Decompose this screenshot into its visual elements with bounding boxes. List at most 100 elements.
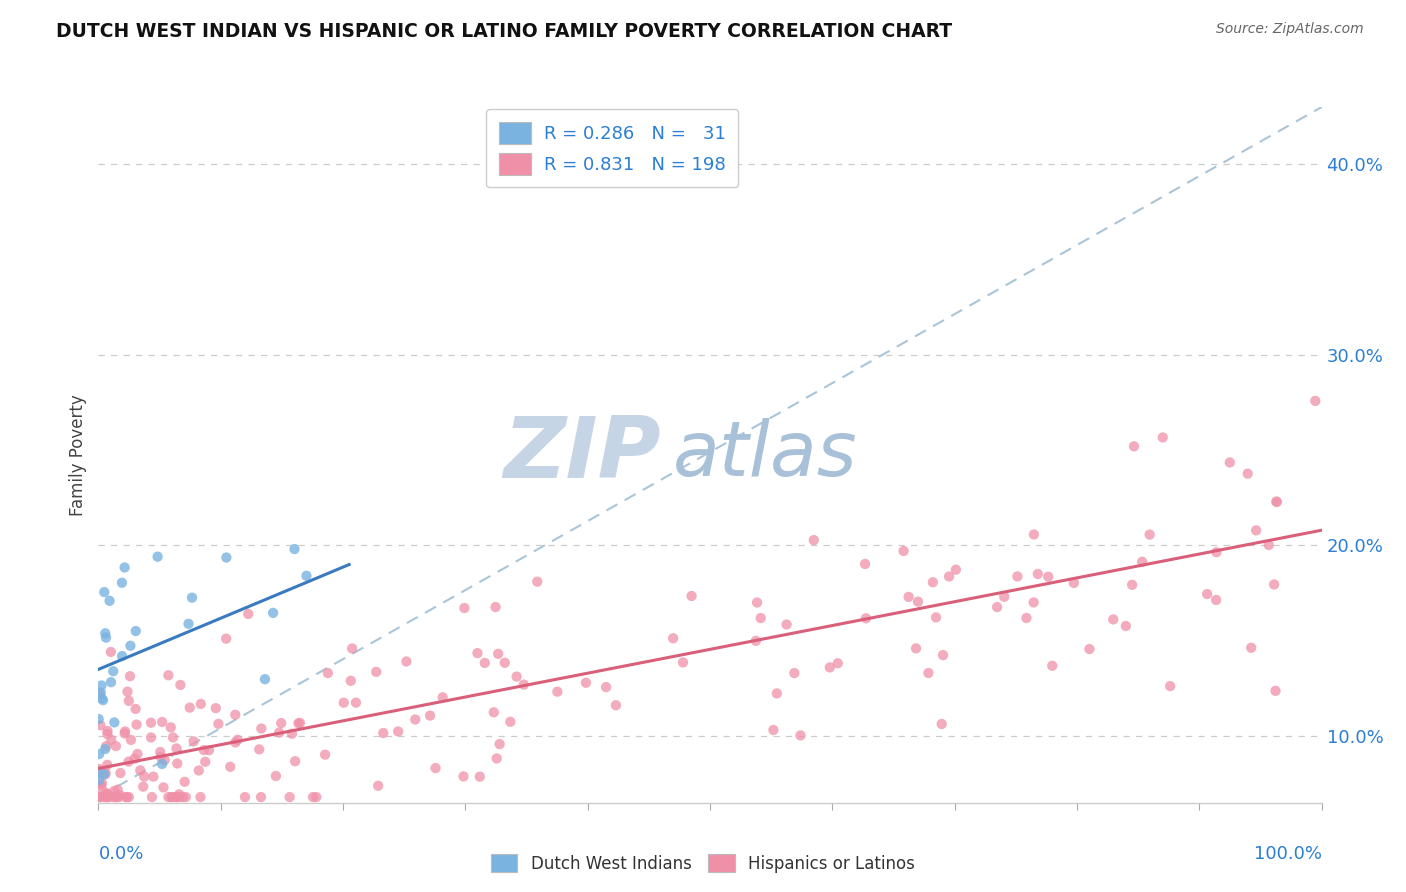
- Point: [575, 675, 598, 690]
- Point: [482, 706, 505, 720]
- Point: [89, 772, 111, 787]
- Point: [827, 657, 849, 671]
- Point: [278, 790, 301, 805]
- Point: [302, 790, 325, 805]
- Point: [111, 575, 134, 590]
- Point: [366, 665, 388, 679]
- Point: [1026, 566, 1049, 581]
- Point: [281, 727, 304, 741]
- Point: [165, 790, 187, 805]
- Point: [287, 716, 309, 731]
- Point: [488, 737, 510, 751]
- Point: [167, 790, 190, 805]
- Point: [745, 595, 768, 609]
- Point: [681, 589, 703, 603]
- Point: [117, 755, 139, 769]
- Point: [1121, 578, 1143, 592]
- Point: [1264, 683, 1286, 698]
- Point: [149, 745, 172, 759]
- Point: [344, 696, 367, 710]
- Point: [141, 790, 163, 805]
- Point: [173, 774, 195, 789]
- Point: [194, 755, 217, 769]
- Point: [93, 767, 115, 781]
- Point: [283, 542, 305, 557]
- Point: [114, 726, 136, 740]
- Point: [494, 656, 516, 670]
- Point: [114, 790, 136, 805]
- Point: [226, 732, 249, 747]
- Point: [546, 684, 568, 698]
- Point: [262, 606, 284, 620]
- Point: [907, 594, 929, 608]
- Point: [986, 600, 1008, 615]
- Point: [855, 611, 877, 625]
- Point: [169, 678, 191, 692]
- Point: [90, 776, 112, 790]
- Point: [90, 685, 112, 699]
- Point: [190, 697, 212, 711]
- Point: [179, 700, 201, 714]
- Point: [162, 731, 184, 745]
- Point: [1115, 619, 1137, 633]
- Point: [250, 722, 273, 736]
- Point: [90, 764, 112, 778]
- Point: [94, 787, 117, 801]
- Point: [90, 678, 112, 692]
- Point: [150, 757, 173, 772]
- Point: [96, 757, 118, 772]
- Point: [157, 790, 180, 805]
- Point: [395, 655, 418, 669]
- Point: [340, 641, 363, 656]
- Point: [103, 715, 125, 730]
- Point: [1219, 455, 1241, 469]
- Point: [204, 701, 226, 715]
- Point: [219, 760, 242, 774]
- Point: [486, 647, 509, 661]
- Point: [110, 766, 132, 780]
- Point: [152, 780, 174, 795]
- Y-axis label: Family Poverty: Family Poverty: [69, 394, 87, 516]
- Point: [91, 693, 114, 707]
- Point: [253, 672, 276, 686]
- Point: [174, 790, 197, 805]
- Point: [672, 656, 695, 670]
- Point: [89, 790, 111, 805]
- Point: [264, 769, 287, 783]
- Point: [1303, 393, 1326, 408]
- Point: [98, 594, 121, 608]
- Point: [1159, 679, 1181, 693]
- Point: [853, 557, 876, 571]
- Point: [125, 624, 148, 638]
- Point: [115, 790, 138, 805]
- Point: [1063, 575, 1085, 590]
- Point: [1130, 555, 1153, 569]
- Point: [87, 790, 110, 805]
- Point: [198, 743, 221, 757]
- Point: [332, 696, 354, 710]
- Point: [87, 765, 110, 780]
- Point: [117, 684, 139, 698]
- Point: [87, 762, 110, 776]
- Point: [215, 550, 238, 565]
- Point: [662, 632, 685, 646]
- Point: [90, 777, 112, 791]
- Point: [1263, 577, 1285, 591]
- Point: [288, 715, 311, 730]
- Point: [513, 678, 536, 692]
- Point: [1022, 595, 1045, 609]
- Point: [921, 575, 943, 590]
- Point: [505, 670, 527, 684]
- Point: [207, 716, 229, 731]
- Point: [89, 718, 111, 732]
- Point: [114, 560, 136, 574]
- Point: [104, 739, 127, 753]
- Point: [215, 632, 238, 646]
- Point: [316, 666, 339, 681]
- Point: [314, 747, 336, 762]
- Point: [1236, 467, 1258, 481]
- Point: [250, 790, 273, 805]
- Point: [118, 694, 141, 708]
- Point: [166, 756, 188, 771]
- Point: [118, 669, 141, 683]
